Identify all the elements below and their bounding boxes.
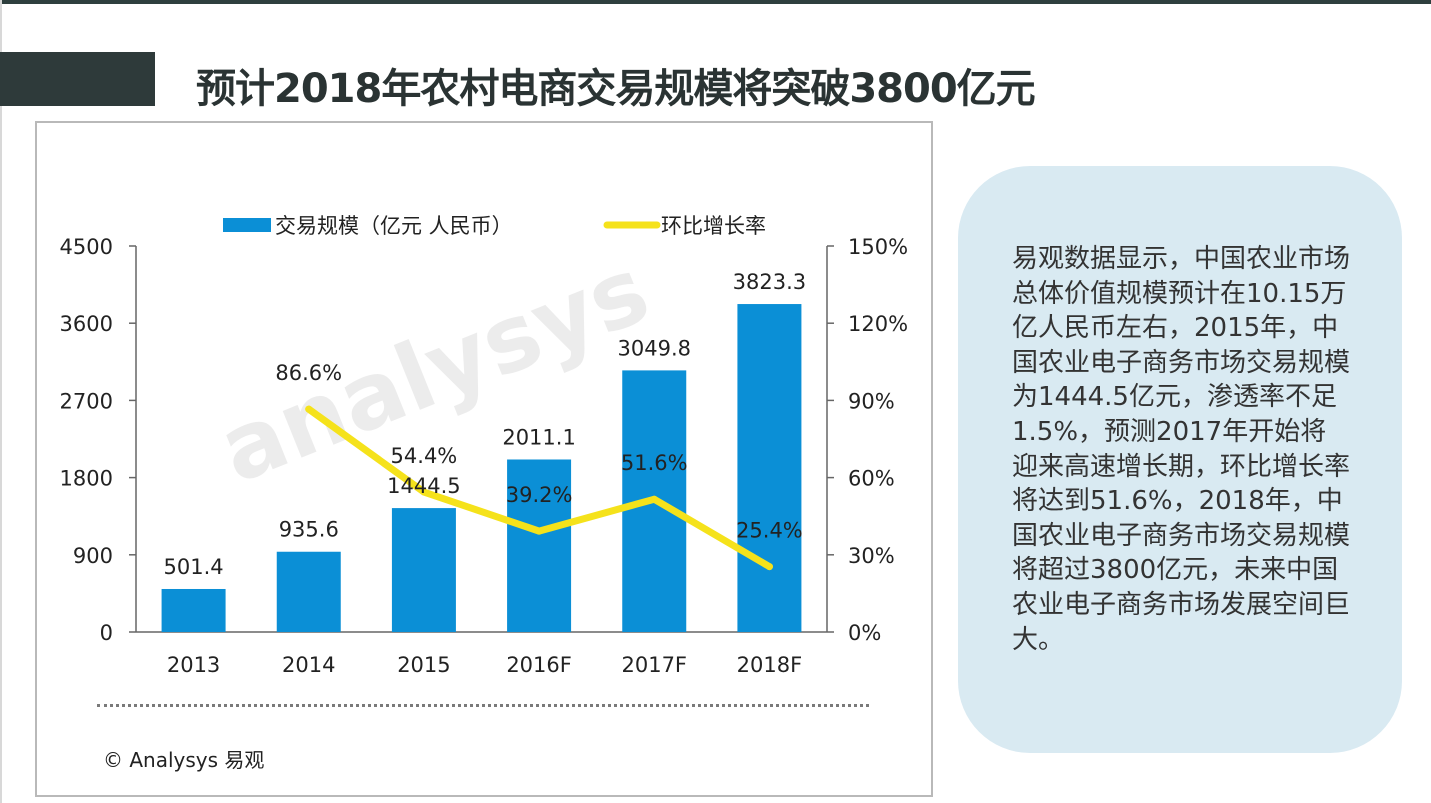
line-value-label: 54.4% — [391, 444, 458, 468]
top-border-line — [0, 0, 1431, 4]
title-accent-bar — [0, 52, 155, 106]
bar — [276, 551, 341, 632]
x-tick-label: 2018F — [737, 653, 803, 677]
growth-rate-point — [305, 405, 313, 413]
left-tick-label: 2700 — [60, 389, 113, 413]
growth-rate-point — [535, 527, 543, 535]
bar-value-label: 2011.1 — [502, 425, 575, 449]
bar — [507, 459, 572, 632]
x-tick-label: 2014 — [282, 653, 335, 677]
right-tick-label: 150% — [848, 235, 908, 259]
line-value-label: 51.6% — [621, 451, 688, 475]
bar — [737, 304, 802, 632]
right-tick-label: 90% — [848, 389, 895, 413]
left-tick-label: 1800 — [60, 467, 113, 491]
left-tick-label: 4500 — [60, 235, 113, 259]
x-tick-label: 2013 — [167, 653, 220, 677]
growth-rate-point — [765, 563, 773, 571]
bar-value-label: 501.4 — [164, 555, 224, 579]
chart-divider — [97, 704, 869, 707]
line-value-label: 25.4% — [736, 519, 803, 543]
x-tick-label: 2017F — [621, 653, 687, 677]
right-tick-label: 120% — [848, 312, 908, 336]
growth-rate-point — [420, 488, 428, 496]
bar-value-label: 3823.3 — [733, 270, 806, 294]
line-value-label: 86.6% — [275, 361, 342, 385]
line-value-label: 39.2% — [506, 483, 573, 507]
right-tick-label: 60% — [848, 467, 895, 491]
bar — [391, 508, 456, 632]
growth-rate-point — [650, 495, 658, 503]
x-tick-label: 2016F — [506, 653, 572, 677]
bar-value-label: 935.6 — [279, 518, 339, 542]
page-title: 预计2018年农村电商交易规模将突破3800亿元 — [196, 66, 1036, 112]
legend-label-bar: 交易规模（亿元 人民币） — [275, 214, 513, 238]
chart-source: © Analysys 易观 — [103, 748, 265, 772]
left-tick-label: 3600 — [60, 312, 113, 336]
right-tick-label: 0% — [848, 621, 881, 645]
left-tick-label: 900 — [73, 544, 113, 568]
x-tick-label: 2015 — [397, 653, 450, 677]
legend-label-line: 环比增长率 — [661, 214, 766, 238]
summary-panel — [958, 166, 1402, 753]
combo-chart: 0 900 1800 2700 3600 4500 0% 30% 60% 90% 120% 150% 2… — [60, 214, 909, 677]
bar — [161, 588, 226, 632]
legend-swatch-bar — [223, 218, 271, 232]
left-tick-label: 0 — [100, 621, 113, 645]
right-tick-label: 30% — [848, 544, 895, 568]
left-border-line — [0, 0, 2, 803]
bar-value-label: 3049.8 — [618, 336, 691, 360]
bar-value-label: 1444.5 — [387, 474, 460, 498]
summary-text: 易观数据显示，中国农业市场总体价值规模预计在10.15万亿人民币左右，2015年… — [1012, 244, 1351, 655]
